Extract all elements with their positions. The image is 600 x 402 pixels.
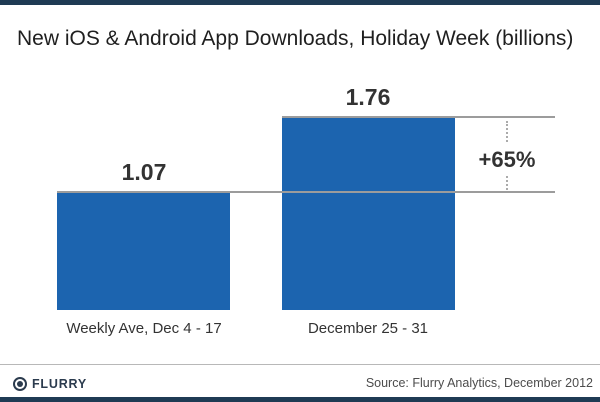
flurry-logo-icon	[13, 377, 27, 391]
source-attribution: Source: Flurry Analytics, December 2012	[365, 376, 593, 390]
top-accent-bar	[0, 0, 600, 5]
category-label-holiday: December 25 - 31	[307, 320, 429, 337]
bar-weekly-average	[57, 193, 230, 310]
gridline-weekly-level	[57, 191, 555, 193]
bottom-accent-bar	[0, 397, 600, 402]
flurry-logo: FLURRY	[13, 376, 87, 392]
footer-divider	[0, 364, 600, 365]
delta-percent-label: +65%	[457, 144, 557, 176]
bar-value-label-holiday: 1.76	[345, 84, 391, 110]
bar-value-label-weekly: 1.07	[121, 159, 167, 185]
chart-title: New iOS & Android App Downloads, Holiday…	[17, 27, 574, 50]
category-label-weekly: Weekly Ave, Dec 4 - 17	[66, 320, 222, 337]
flurry-logo-text: FLURRY	[32, 377, 88, 391]
gridline-holiday-level	[282, 116, 555, 118]
bar-holiday-week	[282, 118, 455, 310]
